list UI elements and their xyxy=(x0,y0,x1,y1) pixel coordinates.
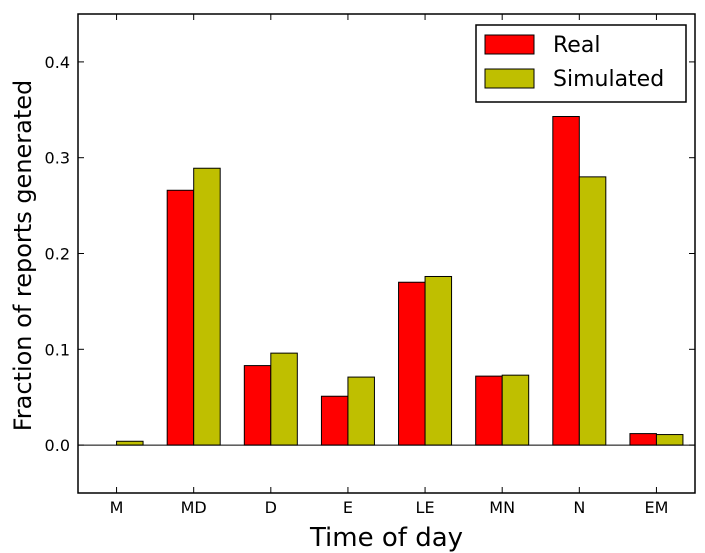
bar-simulated-d xyxy=(270,352,298,446)
bar-simulated-le xyxy=(424,275,453,446)
x-tick-label-md: MD xyxy=(181,498,207,517)
legend-label-simulated: Simulated xyxy=(553,67,664,92)
legend-swatch-real xyxy=(484,34,535,55)
y-tick-label: 0.1 xyxy=(45,340,70,359)
bar-simulated-m xyxy=(116,440,144,446)
x-tick-label-le: LE xyxy=(416,498,435,517)
bar-real-le xyxy=(398,281,426,446)
bar-real-mn xyxy=(475,375,503,446)
x-tick-label-e: E xyxy=(343,498,353,517)
bar-real-md xyxy=(166,189,195,446)
bar-simulated-mn xyxy=(501,374,530,446)
bar-simulated-e xyxy=(347,376,375,446)
bars-layer xyxy=(116,116,684,446)
y-tick-label: 0.4 xyxy=(45,53,70,72)
x-tick-label-d: D xyxy=(265,498,277,517)
x-tick-label-em: EM xyxy=(644,498,668,517)
y-tick-label: 0.3 xyxy=(45,149,70,168)
x-axis-title: Time of day xyxy=(309,523,463,553)
bar-simulated-em xyxy=(655,434,684,446)
bar-simulated-md xyxy=(193,167,221,446)
y-axis: 0.0 0.1 0.2 0.3 0.4 xyxy=(45,53,695,455)
x-tick-label-mn: MN xyxy=(489,498,515,517)
bar-real-d xyxy=(243,365,272,446)
y-axis-title: Fraction of reports generated xyxy=(9,80,37,432)
bar-real-e xyxy=(320,395,349,446)
x-tick-label-m: M xyxy=(110,498,124,517)
x-tick-label-n: N xyxy=(573,498,585,517)
bar-real-em xyxy=(629,433,657,446)
bar-simulated-n xyxy=(578,176,607,446)
y-tick-label: 0.2 xyxy=(45,245,70,264)
bar-real-n xyxy=(552,116,580,446)
legend-label-real: Real xyxy=(553,33,600,58)
legend: Real Simulated xyxy=(475,24,687,103)
x-axis: M MD D E LE MN N EM xyxy=(110,14,668,517)
y-tick-label: 0.0 xyxy=(45,436,70,455)
legend-swatch-simulated xyxy=(484,68,535,89)
